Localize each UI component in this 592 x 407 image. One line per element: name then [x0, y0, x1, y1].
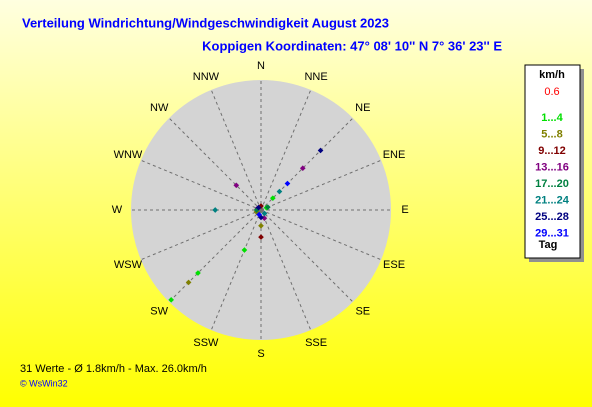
- legend-label: 9...12: [538, 145, 566, 157]
- legend-title: km/h: [539, 69, 565, 81]
- legend-label: 17...20: [535, 178, 569, 190]
- direction-label: ESE: [383, 259, 405, 271]
- direction-line: [260, 117, 354, 211]
- direction-line: [140, 159, 262, 211]
- wind-point: [168, 297, 174, 303]
- legend-box: [524, 64, 581, 259]
- wind-point: [185, 279, 192, 286]
- direction-label: NNE: [304, 71, 327, 83]
- direction-line: [210, 209, 262, 331]
- chart-title: Verteilung Windrichtung/Windgeschwindigk…: [22, 15, 389, 30]
- wind-point: [270, 195, 276, 201]
- direction-line: [260, 159, 382, 211]
- direction-label: NNW: [193, 71, 220, 83]
- direction-label: SE: [355, 306, 370, 318]
- legend-label: 29...31: [535, 227, 569, 239]
- wind-point: [261, 210, 268, 217]
- direction-line: [260, 209, 312, 331]
- direction-label: W: [112, 204, 123, 216]
- wind-point: [258, 222, 264, 229]
- wind-point: [241, 247, 248, 253]
- footer: 31 Werte - Ø 1.8km/h - Max. 26.0km/h: [20, 363, 207, 375]
- wind-point: [299, 165, 306, 172]
- direction-line: [260, 209, 354, 303]
- wind-point: [256, 211, 262, 218]
- legend-label: 5...8: [541, 128, 562, 140]
- direction-label: WNW: [114, 149, 143, 161]
- legend-label: 21...24: [535, 194, 570, 206]
- direction-line: [168, 209, 262, 303]
- legend-value: 0.6: [544, 86, 559, 98]
- legend-label: 13...16: [535, 161, 569, 173]
- wind-point: [212, 207, 219, 213]
- direction-label: SW: [150, 306, 168, 318]
- direction-label: WSW: [114, 259, 143, 271]
- direction-label: ENE: [383, 149, 406, 161]
- direction-label: E: [401, 204, 408, 216]
- direction-label: SSW: [193, 337, 219, 349]
- wind-point: [195, 270, 201, 276]
- wind-point: [264, 204, 271, 211]
- wind-point: [284, 180, 291, 187]
- direction-label: NW: [150, 102, 169, 114]
- legend-footer: Tag: [539, 239, 558, 251]
- direction-label: N: [257, 60, 265, 72]
- wind-point: [255, 204, 262, 211]
- credit: © WsWin32: [20, 378, 68, 388]
- direction-line: [260, 89, 312, 211]
- direction-line: [140, 209, 262, 261]
- direction-line: [260, 209, 382, 261]
- chart-subtitle: Koppigen Koordinaten: 47° 08' 10'' N 7° …: [202, 38, 502, 53]
- wind-point: [276, 188, 283, 195]
- direction-label: SSE: [305, 337, 327, 349]
- wind-point: [233, 182, 240, 189]
- direction-label: NE: [355, 102, 370, 114]
- legend-label: 25...28: [535, 211, 569, 223]
- direction-line: [168, 117, 262, 211]
- wind-point: [317, 147, 324, 154]
- legend-label: 1...4: [541, 112, 563, 124]
- wind-point: [258, 234, 264, 240]
- direction-label: S: [257, 348, 264, 360]
- direction-line: [210, 89, 262, 211]
